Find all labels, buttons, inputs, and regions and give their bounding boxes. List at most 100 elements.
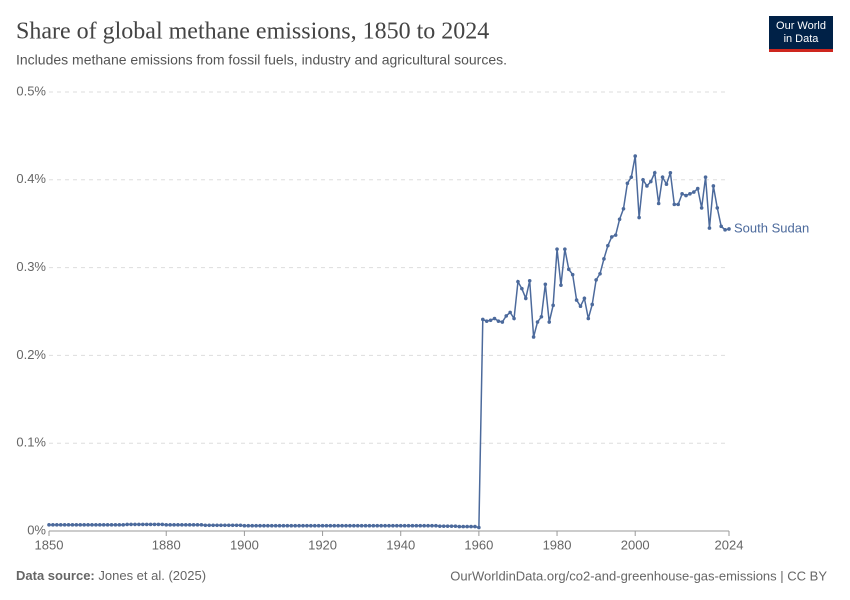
y-tick-label: 0.5%: [16, 83, 46, 98]
data-point: [113, 523, 118, 527]
data-point: [160, 522, 165, 527]
data-point: [672, 202, 677, 207]
data-point: [266, 523, 270, 528]
data-point: [609, 235, 614, 239]
data-point: [391, 523, 395, 528]
data-point: [140, 522, 145, 527]
data-point: [461, 524, 466, 529]
data-point: [430, 523, 434, 528]
y-tick-label: 0.3%: [16, 259, 46, 274]
data-point: [340, 523, 344, 528]
data-point: [512, 316, 516, 321]
data-point: [281, 523, 286, 528]
data-point: [238, 523, 243, 528]
x-tick-label: 1980: [543, 537, 572, 552]
data-point: [105, 523, 110, 527]
data-point: [586, 316, 591, 321]
data-point: [230, 523, 235, 528]
data-point: [637, 215, 641, 220]
series-label: South Sudan: [734, 220, 809, 235]
data-point: [715, 206, 720, 210]
data-point: [617, 217, 622, 222]
data-point: [574, 298, 579, 302]
data-point: [496, 319, 501, 323]
data-point: [269, 523, 274, 528]
data-point: [645, 184, 649, 188]
data-point: [172, 523, 176, 527]
data-point: [109, 523, 114, 527]
data-point: [226, 523, 231, 528]
data-point: [480, 317, 485, 322]
y-tick-label: 0.4%: [16, 171, 46, 186]
source-text: Jones et al. (2025): [98, 568, 206, 583]
data-point: [633, 154, 638, 158]
data-point: [473, 524, 477, 529]
data-point: [555, 247, 559, 251]
data-point: [62, 523, 67, 527]
data-point: [121, 523, 126, 527]
data-point: [406, 523, 411, 528]
data-point: [492, 316, 497, 321]
data-point: [301, 523, 305, 528]
data-point: [723, 228, 727, 232]
data-point: [449, 524, 454, 528]
data-point: [465, 524, 469, 529]
chart-subtitle: Includes methane emissions from fossil f…: [16, 52, 507, 68]
data-point: [656, 201, 661, 206]
data-point: [707, 226, 712, 230]
data-point: [242, 523, 247, 528]
data-point: [676, 202, 680, 207]
data-point: [711, 184, 716, 188]
x-tick-label: 2024: [715, 537, 744, 552]
data-point: [547, 320, 552, 324]
data-point: [156, 522, 161, 527]
data-point: [195, 523, 200, 527]
data-point: [410, 523, 415, 528]
data-point: [375, 523, 380, 528]
data-point: [563, 247, 567, 251]
chart-title: Share of global methane emissions, 1850 …: [16, 19, 489, 45]
data-point: [352, 523, 356, 528]
footer-url: OurWorldinData.org/co2-and-greenhouse-ga…: [450, 568, 827, 583]
data-point: [719, 224, 723, 229]
data-point: [500, 320, 505, 324]
data-point: [445, 524, 450, 528]
logo-text: Our World: [776, 20, 826, 32]
data-point: [344, 523, 348, 528]
data-point: [664, 182, 669, 186]
source: Data source: Jones et al. (2025): [16, 568, 206, 583]
data-point: [504, 314, 509, 318]
data-point: [692, 190, 696, 194]
data-point: [305, 523, 309, 528]
data-point: [129, 522, 133, 527]
data-point: [523, 296, 528, 301]
data-point: [133, 522, 137, 527]
data-point: [359, 523, 364, 528]
data-point: [629, 175, 634, 179]
data-point: [180, 523, 184, 527]
data-point: [203, 523, 208, 528]
data-point: [293, 523, 298, 528]
data-point: [684, 193, 688, 198]
data-point: [324, 523, 329, 528]
data-point: [387, 523, 391, 528]
data-point: [183, 523, 188, 527]
data-point: [578, 304, 583, 309]
data-point: [441, 524, 446, 528]
data-point: [551, 303, 555, 308]
data-point: [668, 170, 673, 175]
x-tick-label: 1920: [308, 537, 337, 552]
data-point: [582, 296, 587, 301]
data-point: [234, 523, 239, 528]
logo-bar: [769, 49, 833, 52]
data-point: [613, 233, 618, 237]
data-point: [395, 523, 399, 528]
data-point: [328, 523, 333, 528]
data-point: [191, 523, 196, 527]
data-point: [94, 523, 98, 527]
data-point: [402, 523, 407, 528]
data-point: [320, 523, 325, 528]
data-point: [566, 267, 571, 272]
data-point: [422, 523, 426, 528]
